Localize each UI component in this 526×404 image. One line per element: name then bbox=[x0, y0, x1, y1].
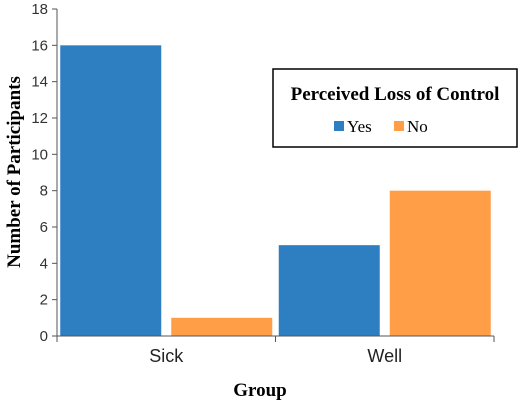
y-tick-label-14: 14 bbox=[31, 74, 48, 91]
y-axis-ticks: 0 2 4 6 8 10 12 14 16 18 bbox=[31, 1, 57, 345]
y-tick-label-18: 18 bbox=[31, 1, 48, 18]
legend-swatch-no bbox=[394, 121, 404, 131]
legend-box bbox=[272, 68, 518, 148]
y-tick-label-4: 4 bbox=[40, 255, 48, 272]
bar-well-no bbox=[389, 190, 491, 336]
x-axis-title: Group bbox=[233, 380, 287, 401]
bar-sick-yes bbox=[60, 45, 162, 336]
bar-well-yes bbox=[278, 245, 380, 336]
y-tick-label-16: 16 bbox=[31, 37, 48, 54]
legend-swatch-yes bbox=[334, 121, 344, 131]
y-tick-label-12: 12 bbox=[31, 110, 48, 127]
y-tick-label-0: 0 bbox=[40, 328, 48, 345]
y-tick-label-6: 6 bbox=[40, 219, 48, 236]
legend-label-no: No bbox=[407, 117, 428, 136]
legend-title: Perceived Loss of Control bbox=[291, 84, 500, 105]
y-tick-label-2: 2 bbox=[40, 292, 48, 309]
y-tick-label-10: 10 bbox=[31, 146, 48, 163]
legend: Perceived Loss of Control Yes No bbox=[272, 68, 518, 148]
bar-sick-no bbox=[171, 317, 273, 336]
y-tick-label-8: 8 bbox=[40, 183, 48, 200]
y-axis-title: Number of Participants bbox=[4, 76, 25, 268]
bars bbox=[60, 45, 491, 336]
x-tick-label-well: Well bbox=[367, 346, 402, 366]
x-axis-ticks: Sick Well bbox=[56, 336, 495, 366]
legend-label-yes: Yes bbox=[347, 117, 372, 136]
x-tick-label-sick: Sick bbox=[149, 346, 184, 366]
